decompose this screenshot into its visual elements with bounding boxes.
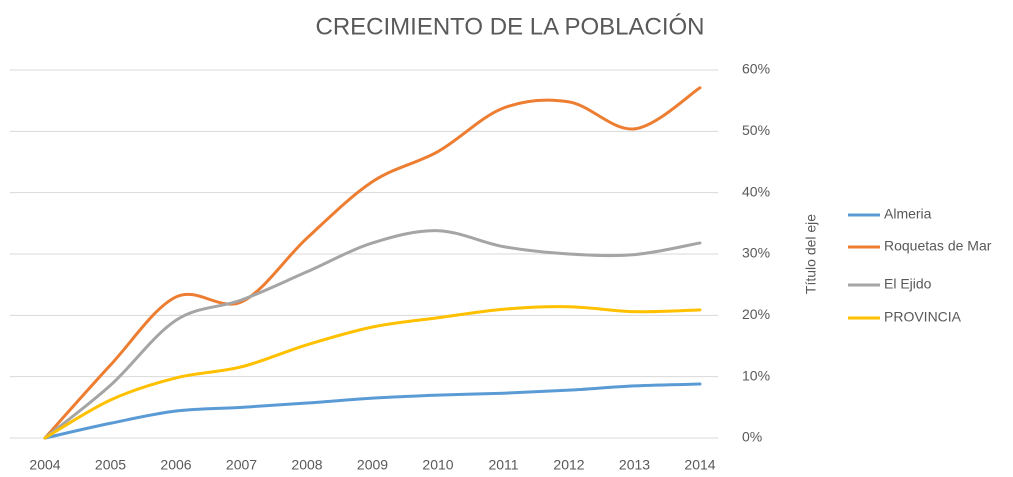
x-tick-label: 2005	[95, 457, 126, 473]
y-tick-label: 40%	[742, 183, 770, 199]
x-tick-label: 2012	[553, 457, 584, 473]
series-line	[43, 305, 702, 440]
y-tick-label: 50%	[742, 122, 770, 138]
x-tick-label: 2007	[226, 457, 257, 473]
y-tick-label: 60%	[742, 61, 770, 77]
legend-label: PROVINCIA	[884, 309, 962, 325]
chart-title: CRECIMIENTO DE LA POBLACIÓN	[316, 13, 705, 40]
x-tick-label: 2006	[160, 457, 191, 473]
x-tick-label: 2008	[291, 457, 322, 473]
x-tick-label: 2013	[619, 457, 650, 473]
x-tick-label: 2004	[29, 457, 60, 473]
x-tick-label: 2009	[357, 457, 388, 473]
y-tick-label: 0%	[742, 429, 762, 445]
y-tick-label: 20%	[742, 306, 770, 322]
series-line	[43, 86, 702, 440]
legend-label: Roquetas de Mar	[884, 238, 992, 254]
legend-label: El Ejido	[884, 276, 932, 292]
series-line	[43, 382, 702, 440]
x-tick-label: 2011	[488, 457, 518, 473]
y-tick-label: 30%	[742, 245, 770, 261]
x-tick-label: 2010	[422, 457, 453, 473]
y-tick-label: 10%	[742, 367, 770, 383]
legend-label: Almeria	[884, 206, 932, 222]
series-line	[43, 229, 702, 440]
y-axis-title: Título del eje	[803, 214, 819, 294]
x-tick-label: 2014	[684, 457, 715, 473]
